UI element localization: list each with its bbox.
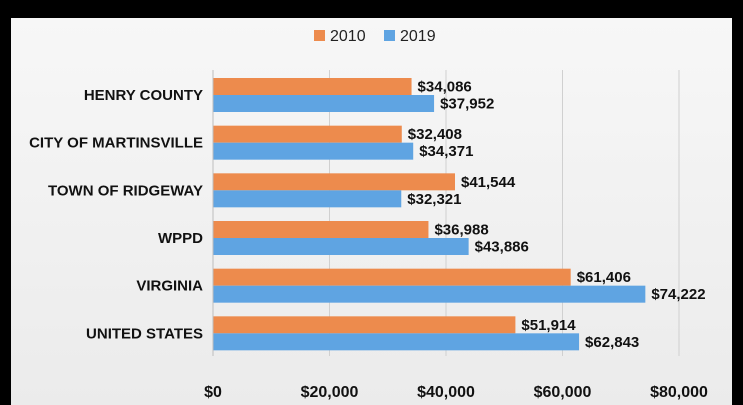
bar-wppd-2019 — [213, 238, 469, 255]
bars: $34,086$37,952 $32,408$34,371 $41,544$32,3… — [213, 78, 706, 351]
bar-henry-county-2019 — [213, 95, 435, 112]
category-label-town-of-ridgeway: TOWN OF RIDGEWAY — [48, 182, 203, 199]
category-label-wppd: WPPD — [158, 230, 203, 247]
category-label-virginia: VIRGINIA — [136, 278, 203, 295]
data-label-united-states-2010: $51,914 — [521, 317, 576, 334]
chart-frame: $34,086 $37,952 $32,408 $34,371 $41,544 $32,3… — [11, 18, 732, 405]
bar-town-of-ridgeway-2019 — [213, 190, 402, 208]
data-label-united-states-2019: $62,843 — [585, 334, 639, 351]
legend-label-2010: 2010 — [330, 28, 366, 45]
bar-virginia-2019 — [213, 285, 646, 303]
x-tick-label-60000: $60,000 — [534, 384, 592, 401]
data-label-virginia-2019: $74,222 — [651, 286, 705, 303]
category-labels: HENRY COUNTY CITY OF MARTINSVILLE TOWN OF … — [29, 87, 203, 342]
legend-label-2019: 2019 — [400, 28, 436, 45]
legend-swatch-2019 — [384, 30, 395, 41]
bar-henry-county-2010 — [213, 78, 412, 95]
bar-united-states-2019 — [213, 333, 580, 351]
data-label-henry-county-2019: $37,952 — [440, 96, 494, 113]
category-label-henry-county: HENRY COUNTY — [84, 87, 203, 104]
gridlines — [329, 70, 680, 356]
data-label-city-of-martinsville-2010: $32,408 — [408, 126, 462, 143]
x-tick-label-80000: $80,000 — [650, 384, 708, 401]
x-tick-labels: $0 $20,000 $40,000 $60,000 $80,000 — [204, 384, 708, 401]
bar-united-states-2010 — [213, 316, 516, 334]
category-label-united-states: UNITED STATES — [86, 325, 203, 342]
bar-city-of-martinsville-2019 — [213, 142, 414, 160]
bar-chart: $34,086$37,952 $32,408$34,371 $41,544$32,3… — [29, 28, 708, 401]
bar-wppd-2010 — [213, 221, 429, 238]
legend-swatch-2010 — [314, 30, 325, 41]
x-tick-label-40000: $40,000 — [417, 384, 475, 401]
data-label-virginia-2010: $61,406 — [577, 269, 631, 286]
data-label-henry-county-2010: $34,086 — [418, 79, 472, 96]
legend: 2010 2019 — [314, 28, 436, 45]
bar-town-of-ridgeway-2010 — [213, 173, 455, 191]
data-label-wppd-2019: $43,886 — [475, 239, 529, 256]
bar-city-of-martinsville-2010 — [213, 125, 402, 143]
data-label-city-of-martinsville-2019: $34,371 — [419, 143, 473, 160]
category-label-city-of-martinsville: CITY OF MARTINSVILLE — [29, 135, 203, 152]
bar-virginia-2010 — [213, 268, 571, 286]
data-label-town-of-ridgeway-2010: $41,544 — [461, 174, 516, 191]
x-tick-label-0: $0 — [204, 384, 222, 401]
data-label-wppd-2010: $36,988 — [434, 222, 488, 239]
data-label-town-of-ridgeway-2019: $32,321 — [407, 191, 461, 208]
x-tick-label-20000: $20,000 — [301, 384, 359, 401]
